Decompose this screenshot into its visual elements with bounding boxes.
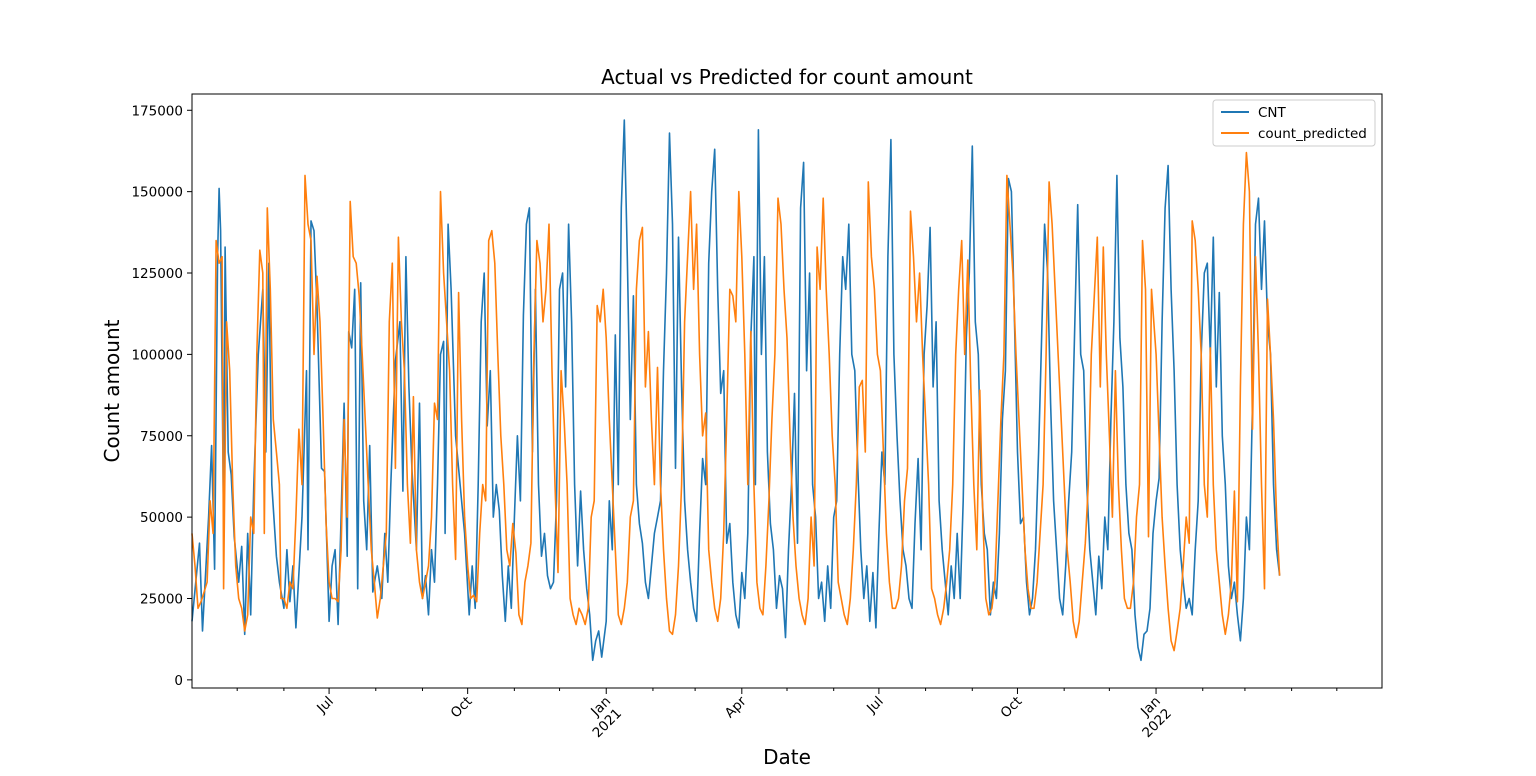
y-axis-label: Count amount [100,319,124,462]
y-tick-label: 0 [174,673,183,689]
y-tick-label: 75000 [140,429,183,445]
y-tick-label: 150000 [131,185,183,201]
y-tick-label: 125000 [131,266,183,282]
plot-lines [191,119,1281,662]
x-tick-label: Jul [863,694,887,718]
legend-label: count_predicted [1258,126,1367,142]
y-axis-ticks: 0 25000 50000 75000 100000 125000 150000 175000 [131,103,192,689]
x-tick-label: Jul [313,694,337,718]
y-tick-label: 50000 [140,510,183,526]
y-tick-label: 100000 [131,347,183,363]
x-tick-label: Oct [448,694,476,722]
x-axis-label: Date [763,745,811,769]
y-tick-label: 25000 [140,591,183,607]
x-tick-label: Oct [997,694,1025,722]
x-tick-label: Apr [722,693,750,721]
chart-title: Actual vs Predicted for count amount [601,65,973,89]
y-tick-label: 175000 [131,103,183,119]
chart-legend: CNT count_predicted [1212,99,1376,147]
series-line-count-predicted [191,151,1281,652]
legend-box [1212,99,1376,147]
legend-label: CNT [1258,105,1287,121]
plot-frame [191,93,1383,689]
